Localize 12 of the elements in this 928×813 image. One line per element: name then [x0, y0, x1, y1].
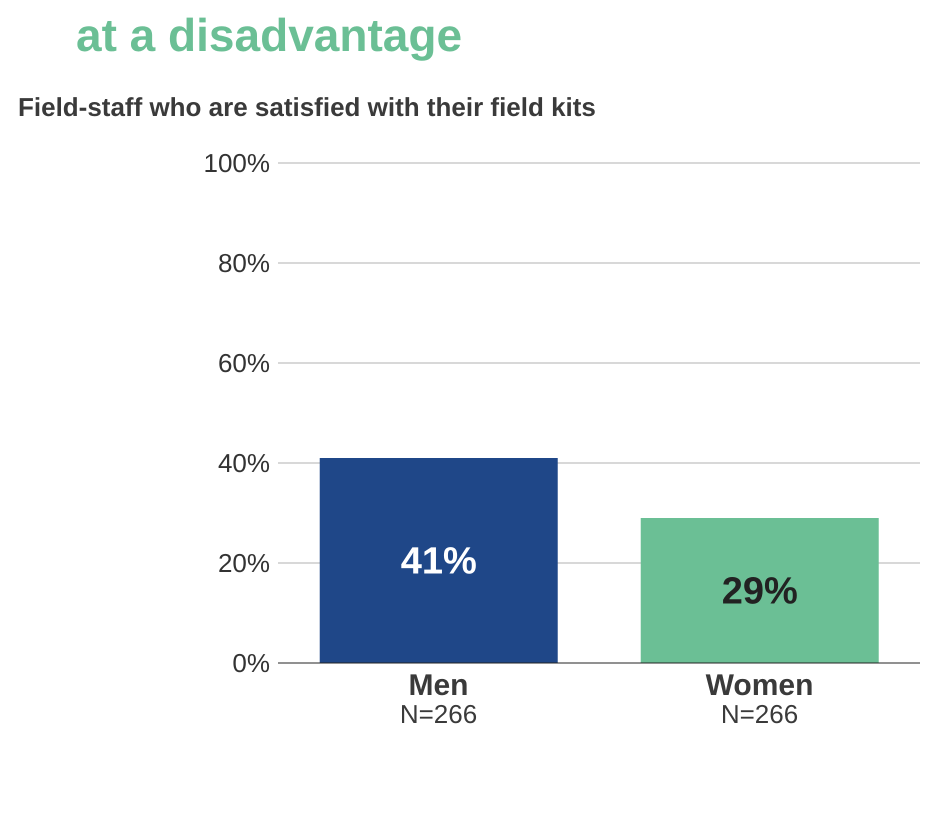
chart-subtitle: Field-staff who are satisfied with their field kits [17, 92, 597, 123]
y-tick-label: 0% [232, 648, 270, 678]
y-tick-label: 80% [218, 248, 270, 278]
data-label: 41% [400, 540, 477, 582]
x-tick-label: Women N=266 [706, 669, 814, 729]
y-tick-label: 20% [218, 548, 270, 578]
data-label: 29% [722, 570, 798, 612]
y-tick-label: 60% [218, 348, 270, 378]
x-tick-label: Men N=266 [400, 669, 478, 729]
y-tick-label: 100% [204, 148, 270, 178]
chart-title: at a disadvantage [75, 8, 464, 62]
y-tick-label: 40% [218, 448, 270, 478]
